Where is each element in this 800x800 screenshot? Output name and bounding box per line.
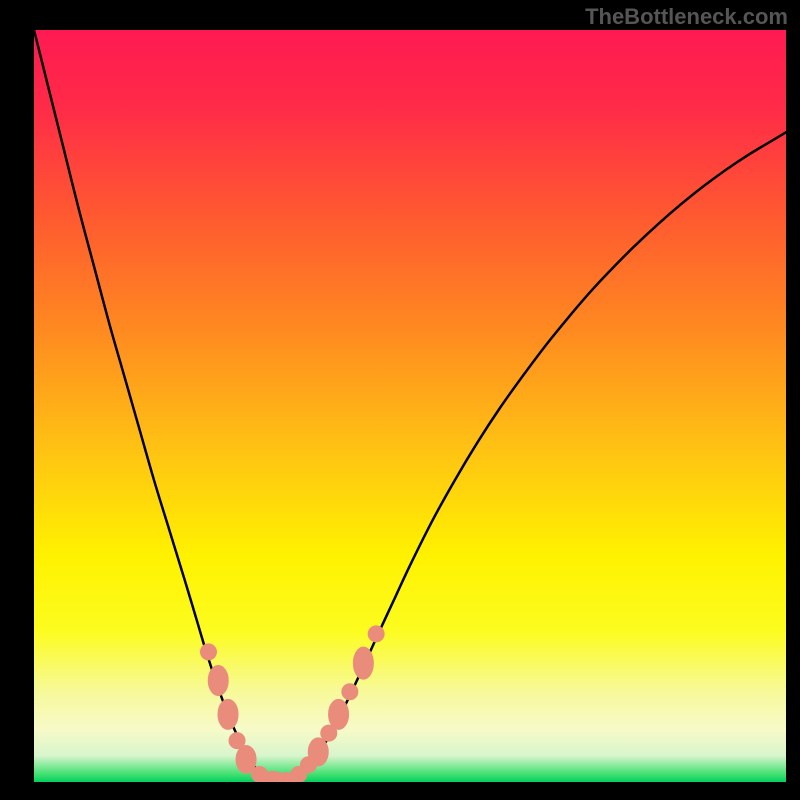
watermark-text: TheBottleneck.com <box>585 4 788 30</box>
plot-area <box>34 30 786 782</box>
data-marker <box>200 644 216 660</box>
bottleneck-curve <box>34 30 786 782</box>
data-marker <box>218 699 238 729</box>
chart-container: TheBottleneck.com <box>0 0 800 800</box>
data-marker <box>308 738 328 766</box>
data-marker <box>353 647 373 679</box>
data-marker <box>208 665 228 695</box>
data-marker <box>342 684 358 700</box>
data-marker <box>368 626 384 642</box>
chart-svg <box>34 30 786 782</box>
data-marker <box>329 699 349 729</box>
